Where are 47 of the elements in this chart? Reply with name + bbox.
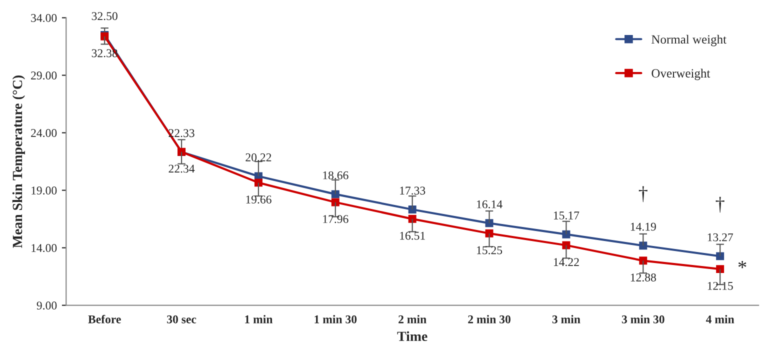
point [254, 178, 262, 187]
data-label: 12.88 [630, 274, 656, 282]
data-label: 13.27 [708, 233, 734, 242]
y-tick-label: 19.00 [32, 186, 57, 195]
data-label: 18.66 [323, 171, 348, 180]
point [639, 242, 648, 250]
data-label: 32.50 [92, 12, 118, 20]
data-label: 14.22 [554, 258, 579, 266]
y-axis-title: Mean Skin Temperature (°C) [12, 76, 25, 248]
x-tick-label: 4 min [706, 315, 734, 324]
data-label: 15.17 [554, 212, 580, 220]
x-tick-label: 2 min [398, 315, 426, 324]
data-label: 15.25 [477, 246, 502, 254]
legend-label: Normal weight [652, 34, 726, 46]
y-tick-label: 24.00 [31, 129, 57, 138]
x-tick-label: 30 sec [167, 315, 196, 324]
point [408, 214, 416, 223]
data-label: 20.22 [246, 153, 272, 162]
x-tick-label: 2 min 30 [468, 315, 510, 324]
data-label: 17.33 [400, 186, 426, 195]
data-label: 19.66 [246, 196, 272, 204]
point [639, 256, 648, 265]
x-tick-label: Before [88, 314, 121, 324]
annotation: † [638, 186, 648, 202]
point [331, 190, 340, 198]
point [408, 205, 416, 214]
data-label: 17.96 [323, 215, 348, 224]
point [716, 265, 724, 274]
data-label: 16.14 [477, 200, 502, 208]
x-tick-label: 1 min [245, 315, 273, 324]
point [331, 198, 340, 206]
data-label: 14.19 [630, 222, 656, 231]
x-tick-label: 1 min 30 [314, 315, 357, 324]
y-tick-label: 34.00 [31, 14, 57, 22]
y-tick-label: 14.00 [32, 244, 57, 252]
data-label: 12.15 [708, 282, 733, 290]
annotation: † [716, 196, 724, 213]
y-tick-label: 29.00 [31, 72, 57, 80]
legend-label: Overweight [652, 68, 710, 80]
x-axis-title: Time [397, 331, 428, 342]
annotation: * [738, 261, 746, 268]
x-tick-label: 3 min 30 [622, 315, 664, 324]
data-label: 22.34 [168, 164, 195, 173]
point [716, 252, 724, 260]
y-tick-label: 9.00 [36, 302, 57, 310]
x-tick-label: 3 min [552, 315, 580, 324]
data-label: 16.51 [400, 232, 425, 240]
